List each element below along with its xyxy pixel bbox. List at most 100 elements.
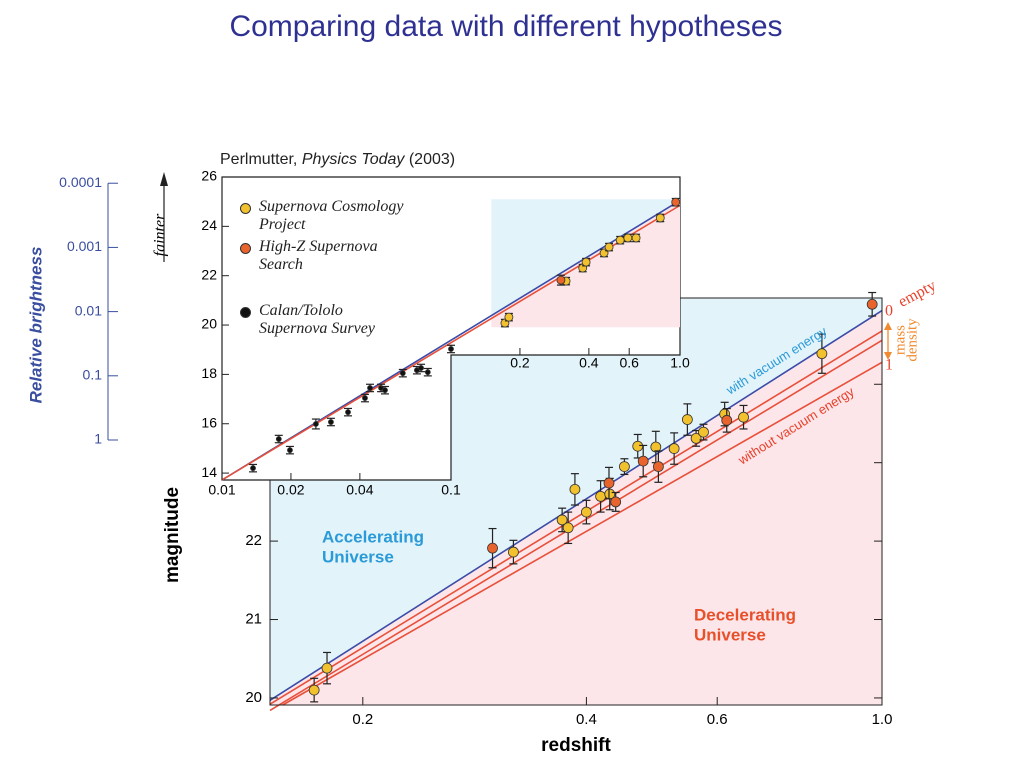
- data-point: [671, 197, 681, 207]
- y2-axis-label: Relative brightness: [26, 247, 45, 404]
- data-point: [487, 542, 498, 554]
- model-curve: [282, 361, 883, 706]
- data-point: [650, 441, 662, 453]
- annotation: Universe: [322, 547, 394, 566]
- data-point: [312, 421, 319, 427]
- y-tick-label: 24: [201, 217, 217, 233]
- slide-title: Comparing data with different hypotheses: [229, 10, 782, 43]
- annotation: Universe: [694, 625, 766, 644]
- x-tick-label: 0.02: [277, 482, 304, 498]
- data-point: [399, 370, 406, 377]
- data-point: [418, 365, 424, 371]
- data-point: [604, 242, 614, 252]
- y-tick-label: 26: [201, 168, 217, 184]
- x-tick-label: 0.2: [510, 355, 530, 371]
- y2-tick-label: 0.0001: [59, 174, 102, 190]
- annotation: mass: [892, 325, 908, 355]
- data-point: [738, 411, 749, 423]
- arrow-head: [160, 172, 168, 186]
- data-point: [569, 483, 581, 495]
- legend-label: Supernova Cosmology Project: [259, 198, 404, 233]
- data-point: [328, 419, 334, 425]
- data-point: [603, 477, 615, 489]
- data-point: [382, 387, 388, 394]
- credit-part: Perlmutter,: [220, 151, 302, 168]
- data-point: [637, 455, 649, 467]
- x-tick-label: 0.4: [576, 711, 597, 728]
- data-point: [508, 546, 519, 558]
- data-point: [448, 346, 454, 352]
- data-point: [321, 662, 333, 674]
- y-axis-label: magnitude: [162, 487, 183, 583]
- arrow-head: [884, 352, 892, 360]
- legend-marker: [240, 307, 251, 318]
- annotation: Decelerating: [694, 605, 796, 624]
- x-tick-label: 0.1: [441, 482, 461, 498]
- data-point: [866, 298, 878, 310]
- y-tick-label: 21: [245, 610, 262, 627]
- x-axis-label: redshift: [541, 735, 611, 756]
- x-tick-label: 0.2: [352, 711, 373, 728]
- legend: Supernova Cosmology Project High-Z Supern…: [240, 198, 409, 342]
- data-point: [615, 235, 625, 245]
- annotation: 1: [885, 357, 893, 374]
- fainter-label: fainter: [152, 213, 169, 256]
- data-point: [287, 447, 293, 454]
- data-point: [690, 432, 702, 444]
- credit: Perlmutter, Physics Today (2003): [220, 151, 455, 168]
- data-point: [631, 233, 641, 243]
- legend-label: High-Z Supernova Search: [259, 238, 378, 273]
- data-point: [610, 496, 622, 508]
- data-point: [619, 461, 630, 473]
- data-point: [556, 514, 568, 526]
- data-point: [698, 426, 709, 438]
- model-curve: [269, 330, 883, 705]
- y-tick-label: 22: [245, 532, 262, 549]
- annotation: Accelerating: [322, 527, 424, 546]
- x-tick-label: 1.0: [872, 711, 893, 728]
- legend-label: Calan/Tololo Supernova Survey: [259, 302, 375, 337]
- data-point: [367, 385, 373, 391]
- x-tick-label: 0.04: [346, 482, 373, 498]
- x-tick-label: 0.6: [619, 355, 639, 371]
- y-tick-label: 18: [201, 365, 217, 381]
- x-tick-label: 0.4: [579, 355, 599, 371]
- legend-marker: [240, 243, 251, 254]
- data-point: [623, 233, 633, 243]
- data-point: [595, 491, 607, 502]
- data-point: [632, 440, 644, 452]
- data-point: [275, 436, 282, 442]
- arrow-head: [884, 322, 892, 330]
- data-point: [655, 213, 665, 223]
- legend-marker: [240, 203, 251, 214]
- data-point: [504, 312, 514, 322]
- y-tick-label: 20: [201, 316, 217, 332]
- x-tick-label: 0.01: [208, 482, 235, 498]
- y-tick-label: 16: [201, 414, 217, 430]
- data-point: [681, 414, 693, 425]
- data-point: [424, 369, 431, 376]
- data-point: [556, 275, 566, 285]
- data-point: [362, 395, 368, 401]
- data-point: [652, 461, 664, 473]
- data-point: [581, 257, 591, 267]
- y-tick-label: 14: [201, 464, 217, 480]
- data-point: [250, 465, 256, 472]
- annotation: 0: [885, 303, 893, 320]
- data-point: [581, 506, 592, 518]
- y2-tick-label: 0.01: [75, 302, 102, 318]
- data-point: [668, 443, 680, 454]
- data-point: [562, 522, 574, 534]
- data-point: [308, 684, 320, 696]
- credit-part: (2003): [404, 151, 455, 168]
- model-curve: [269, 339, 883, 712]
- y2-tick-label: 1: [94, 431, 102, 447]
- y-tick-label: 22: [201, 266, 217, 282]
- annotation: empty: [896, 277, 939, 311]
- y2-tick-label: 0.001: [67, 238, 102, 254]
- data-point: [816, 348, 828, 360]
- credit-part: Physics Today: [302, 151, 406, 168]
- y2-tick-label: 0.1: [83, 367, 103, 383]
